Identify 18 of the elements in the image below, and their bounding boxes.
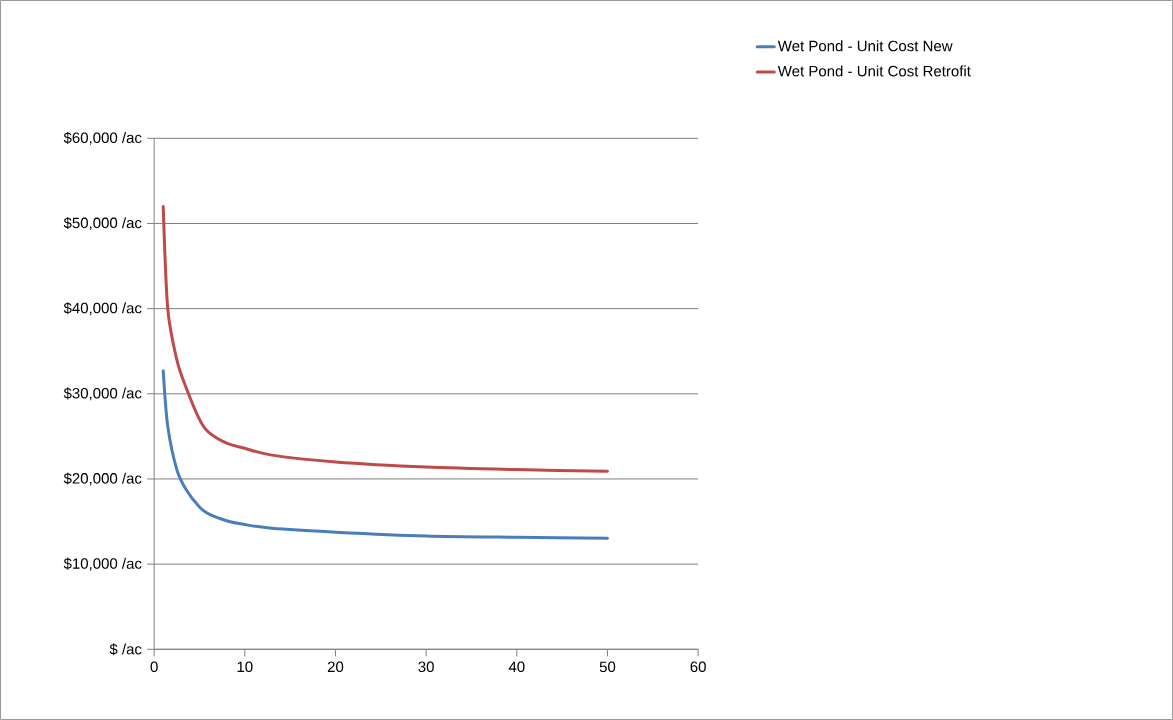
y-tick-label: $60,000 /ac bbox=[63, 131, 142, 145]
y-tick-label: $ /ac bbox=[109, 643, 142, 656]
y-tick-label: $50,000 /ac bbox=[63, 216, 142, 230]
y-tick-label: $40,000 /ac bbox=[63, 302, 142, 316]
x-tick-label: 40 bbox=[508, 661, 525, 673]
legend-label: Wet Pond - Unit Cost New bbox=[777, 40, 953, 52]
x-tick-label: 10 bbox=[237, 661, 253, 673]
x-tick-label: 20 bbox=[327, 661, 344, 673]
x-tick-label: 50 bbox=[599, 661, 616, 673]
y-tick-label: $30,000 /ac bbox=[63, 387, 142, 401]
legend-label: Wet Pond - Unit Cost Retrofit bbox=[777, 65, 971, 77]
x-tick-label: 30 bbox=[418, 661, 434, 673]
y-tick-label: $10,000 /ac bbox=[63, 557, 142, 571]
y-tick-label: $20,000 /ac bbox=[63, 472, 142, 486]
line-series bbox=[161, 369, 609, 540]
x-tick-label: 60 bbox=[690, 661, 706, 673]
line-series bbox=[161, 204, 609, 473]
x-tick-label: 0 bbox=[150, 661, 158, 673]
